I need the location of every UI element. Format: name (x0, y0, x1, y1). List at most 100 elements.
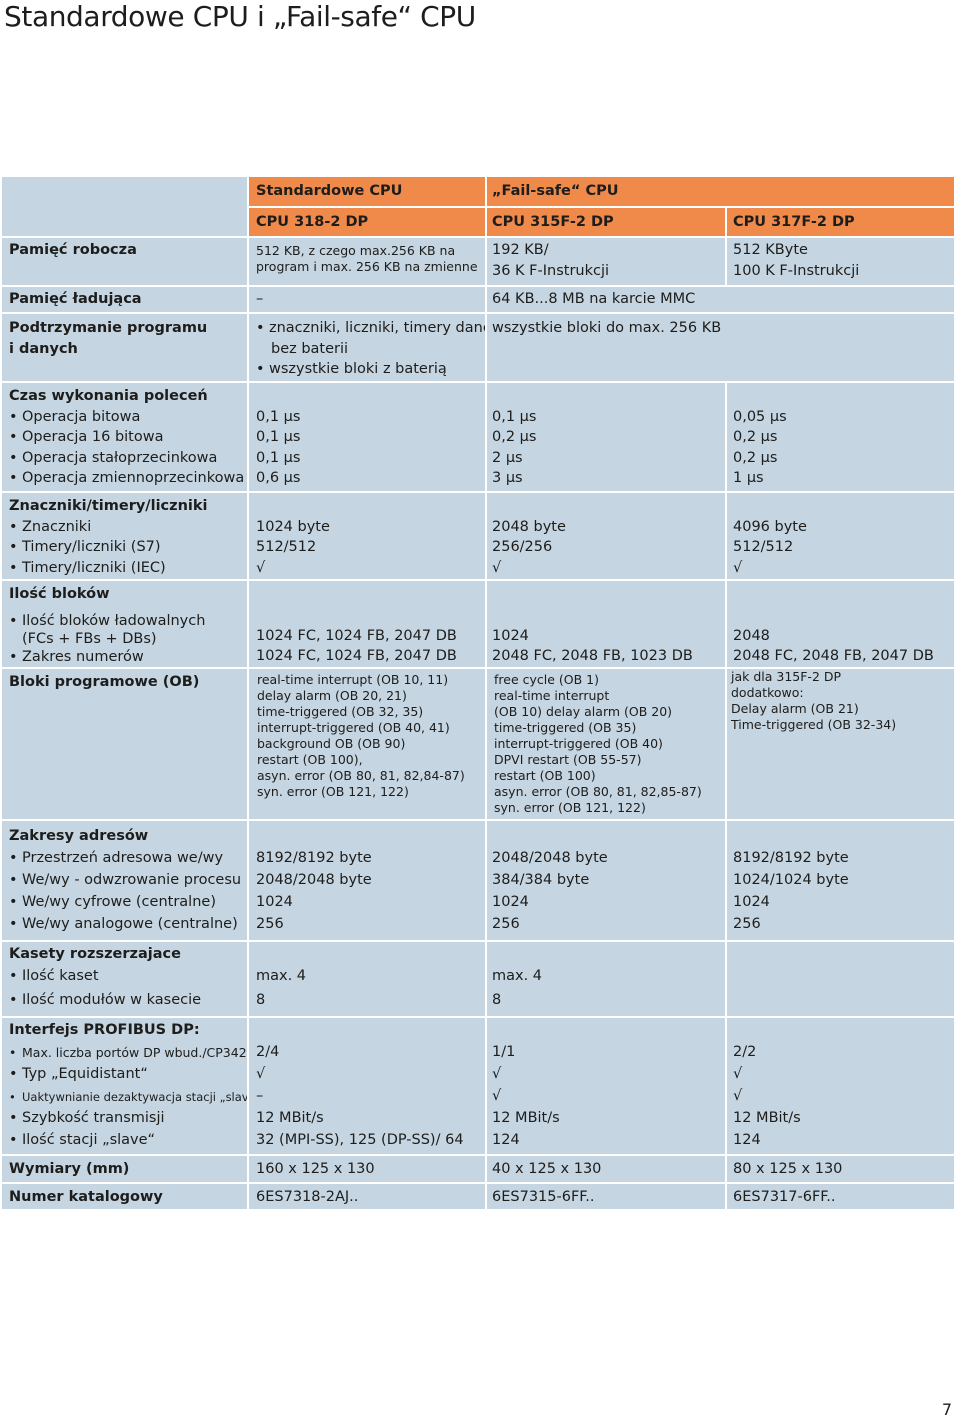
header-failsafe-label: „Fail-safe“ CPU (492, 183, 619, 199)
row-label-bloki-ob: Bloki programowe (OB) (2, 669, 247, 819)
cell-bloki-ob-cpu315f: free cycle (OB 1) real-time interrupt (O… (487, 669, 725, 819)
cell-podtrzymanie-cpu318: znaczniki, liczniki, timery dane bez bat… (249, 314, 485, 381)
list-item: time-triggered (OB 35) (494, 720, 637, 735)
list-item: asyn. error (OB 80, 81, 82,85-87) (494, 784, 702, 799)
header-col-cpu315f: CPU 315F-2 DP (487, 208, 725, 236)
list-item: Ilość stacji „slave“ (9, 1130, 240, 1152)
row-label-zakresy-adresow: Zakresy adresów Przestrzeń adresowa we/w… (2, 821, 247, 940)
list-item: jak dla 315F-2 DP (731, 669, 842, 684)
list-item: Delay alarm (OB 21) (731, 701, 859, 716)
header-cpu318-label: CPU 318-2 DP (256, 214, 369, 230)
row-label-czas-wykonania: Czas wykonania poleceń Operacja bitowa O… (2, 383, 247, 491)
header-col-cpu318: CPU 318-2 DP (249, 208, 485, 236)
cell-wymiary-cpu317f: 80 x 125 x 130 (727, 1156, 954, 1182)
list-item: restart (OB 100), (257, 752, 363, 767)
row-label-pamiec-ladujaca: Pamięć ładująca (2, 287, 247, 312)
header-standard-group: Standardowe CPU (249, 177, 485, 206)
cell-wymiary-cpu315f: 40 x 125 x 130 (487, 1156, 725, 1182)
cell-znaczniki-cpu317f: 4096 byte 512/512 √ (727, 493, 954, 579)
list-item: background OB (OB 90) (257, 736, 406, 751)
header-corner-cell (2, 177, 247, 236)
list-item: Ilość kaset (9, 966, 240, 990)
cell-wymiary-cpu318: 160 x 125 x 130 (249, 1156, 485, 1182)
cell-czas-cpu317f: 0,05 µs 0,2 µs 0,2 µs 1 µs (727, 383, 954, 491)
list-item: free cycle (OB 1) (494, 672, 599, 687)
list-item: dodatkowo: (731, 685, 804, 700)
cell-profibus-cpu315f: 1/1 √ √ 12 MBit/s 124 (487, 1018, 725, 1154)
list-item: real-time interrupt (494, 688, 610, 703)
list-item: Zakres numerów (9, 647, 240, 667)
cell-pamiec-robocza-cpu318: 512 KB, z czego max.256 KB na program i … (249, 238, 485, 285)
list-item: Uaktywnianie dezaktywacja stacji „slave“ (9, 1086, 247, 1108)
cell-kasety-cpu317f (727, 942, 954, 1016)
cell-pamiec-robocza-cpu315f: 192 KB/ 36 K F-Instrukcji (487, 238, 725, 285)
header-failsafe-group: „Fail-safe“ CPU (487, 177, 954, 206)
cell-pamiec-robocza-cpu317f: 512 KByte 100 K F-Instrukcji (727, 238, 954, 285)
czas-heading: Czas wykonania poleceń (9, 388, 208, 404)
list-item: Ilość modułów w kasecie (9, 990, 240, 1012)
cell-znaczniki-cpu315f: 2048 byte 256/256 √ (487, 493, 725, 579)
list-item: Ilość bloków ładowalnych (9, 611, 240, 632)
cell-profibus-cpu318: 2/4 √ – 12 MBit/s 32 (MPI-SS), 125 (DP-S… (249, 1018, 485, 1154)
list-item: Przestrzeń adresowa we/wy (9, 848, 240, 870)
cell-czas-cpu315f: 0,1 µs 0,2 µs 2 µs 3 µs (487, 383, 725, 491)
cell-ilosc-blokow-cpu315f: 1024 2048 FC, 2048 FB, 1023 DB (487, 581, 725, 667)
cell-zakresy-cpu318: 8192/8192 byte 2048/2048 byte 1024 256 (249, 821, 485, 940)
list-item: Znaczniki (9, 517, 240, 538)
list-item: We/wy analogowe (centralne) (9, 914, 240, 936)
list-item: DPVI restart (OB 55-57) (494, 752, 642, 767)
list-item: Operacja stałoprzecinkowa (9, 448, 240, 469)
list-item: syn. error (OB 121, 122) (494, 800, 646, 815)
cell-kasety-cpu315f: max. 4 8 (487, 942, 725, 1016)
cell-bloki-ob-cpu317f: jak dla 315F-2 DP dodatkowo: Delay alarm… (727, 669, 954, 819)
list-item: real-time interrupt (OB 10, 11) (257, 672, 449, 687)
ilosc-blokow-heading: Ilość bloków (9, 586, 110, 602)
page-number: 7 (941, 1400, 952, 1419)
header-standard-label: Standardowe CPU (256, 183, 403, 199)
list-item: Time-triggered (OB 32-34) (731, 717, 897, 732)
page-title: Standardowe CPU i „Fail-safe“ CPU (4, 0, 476, 33)
cell-ilosc-blokow-cpu318: 1024 FC, 1024 FB, 2047 DB 1024 FC, 1024 … (249, 581, 485, 667)
row-label-profibus: Interfejs PROFIBUS DP: Max. liczba portó… (2, 1018, 247, 1154)
row-label-znaczniki: Znaczniki/timery/liczniki Znaczniki Time… (2, 493, 247, 579)
cell-kasety-cpu318: max. 4 8 (249, 942, 485, 1016)
cell-numer-cpu317f: 6ES7317-6FF.. (727, 1184, 954, 1209)
cell-znaczniki-cpu318: 1024 byte 512/512 √ (249, 493, 485, 579)
list-item: (OB 10) delay alarm (OB 20) (494, 704, 673, 719)
kasety-heading: Kasety rozszerzajace (9, 946, 181, 962)
profibus-heading: Interfejs PROFIBUS DP: (9, 1022, 200, 1038)
row-label-pamiec-robocza: Pamięć robocza (2, 238, 247, 285)
cell-numer-cpu318: 6ES7318-2AJ.. (249, 1184, 485, 1209)
row-label-kasety: Kasety rozszerzajace Ilość kaset Ilość m… (2, 942, 247, 1016)
list-item: Szybkość transmisji (9, 1108, 240, 1130)
cell-zakresy-cpu315f: 2048/2048 byte 384/384 byte 1024 256 (487, 821, 725, 940)
list-item: syn. error (OB 121, 122) (257, 784, 409, 799)
list-item: interrupt-triggered (OB 40, 41) (257, 720, 450, 735)
cell-ilosc-blokow-cpu317f: 2048 2048 FC, 2048 FB, 2047 DB (727, 581, 954, 667)
list-item: restart (OB 100) (494, 768, 596, 783)
znaczniki-heading: Znaczniki/timery/liczniki (9, 498, 208, 514)
list-item: We/wy cyfrowe (centralne) (9, 892, 240, 914)
list-item: Operacja bitowa (9, 407, 240, 428)
list-item: Max. liczba portów DP wbud./CP342-5 (9, 1042, 247, 1064)
header-col-cpu317f: CPU 317F-2 DP (727, 208, 954, 236)
cell-profibus-cpu317f: 2/2 √ √ 12 MBit/s 124 (727, 1018, 954, 1154)
cell-czas-cpu318: 0,1 µs 0,1 µs 0,1 µs 0,6 µs (249, 383, 485, 491)
zakresy-heading: Zakresy adresów (9, 828, 149, 844)
header-cpu317f-label: CPU 317F-2 DP (733, 214, 855, 230)
list-item: Timery/liczniki (S7) (9, 537, 240, 558)
list-item: Timery/liczniki (IEC) (9, 558, 240, 579)
header-cpu315f-label: CPU 315F-2 DP (492, 214, 614, 230)
list-item: time-triggered (OB 32, 35) (257, 704, 424, 719)
row-label-ilosc-blokow: Ilość bloków Ilość bloków ładowalnych (F… (2, 581, 247, 667)
row-label-numer-katalogowy: Numer katalogowy (2, 1184, 247, 1209)
list-item: We/wy - odwzrowanie procesu (9, 870, 241, 892)
cell-podtrzymanie-failsafe: wszystkie bloki do max. 256 KB (487, 314, 954, 381)
row-label-wymiary: Wymiary (mm) (2, 1156, 247, 1182)
list-item: delay alarm (OB 20, 21) (257, 688, 407, 703)
cell-bloki-ob-cpu318: real-time interrupt (OB 10, 11) delay al… (249, 669, 485, 819)
list-item: interrupt-triggered (OB 40) (494, 736, 663, 751)
list-item: Operacja zmiennoprzecinkowa (9, 468, 244, 489)
cell-pamiec-ladujaca-failsafe: 64 KB...8 MB na karcie MMC (487, 287, 954, 312)
list-item: asyn. error (OB 80, 81, 82,84-87) (257, 768, 465, 783)
